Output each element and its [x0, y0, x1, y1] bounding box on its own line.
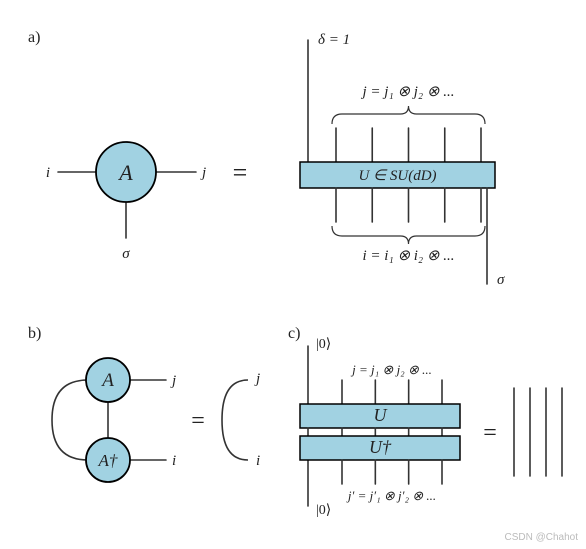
svg-text:U: U: [374, 405, 388, 425]
svg-text:A: A: [117, 160, 133, 185]
svg-text:δ = 1: δ = 1: [318, 32, 350, 48]
svg-text:j = j₁ ⊗ j₂ ⊗ ...: j = j₁ ⊗ j₂ ⊗ ...: [361, 84, 455, 100]
svg-text:σ: σ: [497, 272, 505, 288]
svg-text:b): b): [28, 325, 41, 342]
svg-text:=: =: [233, 158, 248, 187]
svg-text:=: =: [483, 420, 497, 446]
svg-text:j′ = j′₁ ⊗ j′₂ ⊗ ...: j′ = j′₁ ⊗ j′₂ ⊗ ...: [346, 488, 436, 503]
svg-text:c): c): [288, 325, 300, 342]
svg-text:j = j₁ ⊗ j₂ ⊗ ...: j = j₁ ⊗ j₂ ⊗ ...: [350, 362, 432, 377]
svg-text:a): a): [28, 29, 40, 46]
svg-text:A†: A†: [98, 451, 118, 470]
svg-text:i: i: [46, 165, 50, 181]
svg-text:U†: U†: [369, 437, 392, 457]
svg-text:U ∈ SU(dD): U ∈ SU(dD): [358, 168, 436, 184]
svg-text:i: i: [172, 453, 176, 469]
svg-text:|0⟩: |0⟩: [316, 337, 331, 352]
svg-text:σ: σ: [122, 246, 130, 262]
svg-text:|0⟩: |0⟩: [316, 503, 331, 518]
svg-text:j: j: [170, 373, 176, 389]
watermark-text: CSDN @Chahot: [504, 532, 578, 543]
svg-text:i = i₁ ⊗ i₂ ⊗ ...: i = i₁ ⊗ i₂ ⊗ ...: [363, 248, 455, 264]
svg-text:i: i: [256, 453, 260, 469]
svg-text:A: A: [100, 370, 114, 391]
svg-text:=: =: [191, 408, 205, 434]
svg-text:j: j: [200, 165, 206, 181]
diagram-canvas: a) Ai j σ = δ = 1 j = j₁ ⊗ j₂ ⊗ ... U ∈ SU(dD) i…: [0, 0, 586, 549]
svg-text:j: j: [254, 371, 260, 387]
